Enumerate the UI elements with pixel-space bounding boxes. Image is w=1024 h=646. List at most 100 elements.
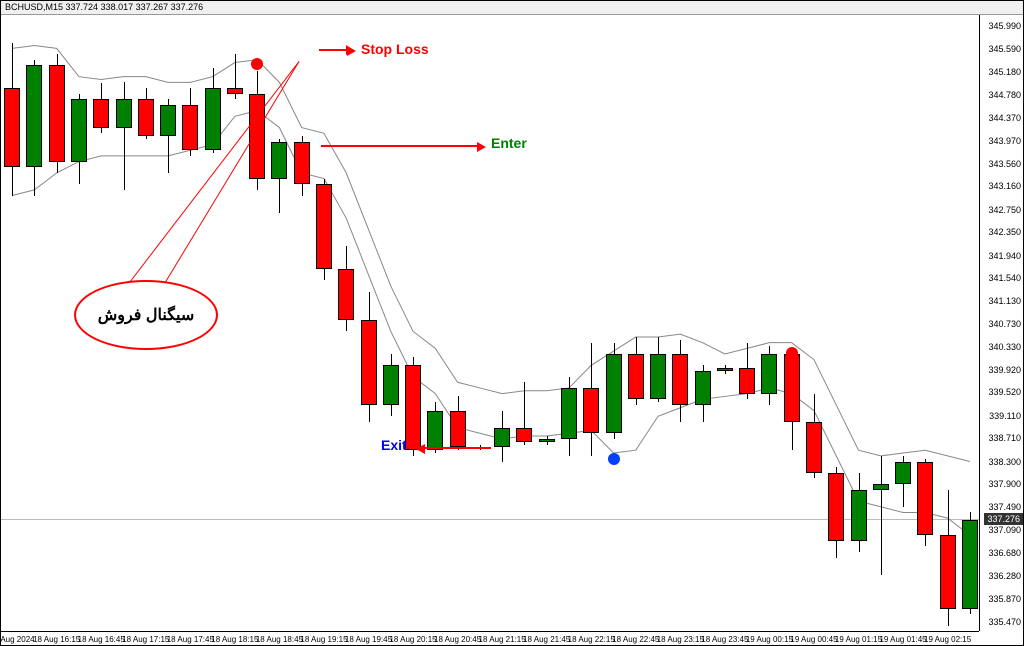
bear-candle	[49, 65, 65, 161]
bull-candle	[650, 354, 666, 399]
x-tick: 19 Aug 01:15	[835, 635, 882, 644]
y-tick: 343.560	[988, 159, 1021, 169]
ohlc-label: 337.724 338.017 337.267 337.276	[66, 2, 204, 12]
bull-candle	[116, 99, 132, 127]
exit-label: Exit	[381, 437, 407, 453]
bear-candle	[138, 99, 154, 136]
y-tick: 342.350	[988, 227, 1021, 237]
x-axis: 18 Aug 202418 Aug 16:1518 Aug 16:4518 Au…	[1, 631, 979, 645]
bull-candle	[561, 388, 577, 439]
bear-candle	[338, 269, 354, 320]
bull-candle	[71, 99, 87, 161]
x-tick: 18 Aug 2024	[0, 635, 35, 644]
chart-window[interactable]: BCHUSD,M15 337.724 338.017 337.267 337.2…	[0, 0, 1024, 646]
x-tick: 18 Aug 19:15	[300, 635, 347, 644]
y-axis: 345.990345.590345.180344.780344.370343.9…	[979, 15, 1023, 631]
bull-candle	[962, 520, 978, 609]
enter-arrow	[321, 145, 481, 147]
x-tick: 18 Aug 20:45	[434, 635, 481, 644]
bear-candle	[4, 88, 20, 167]
y-tick: 335.470	[988, 617, 1021, 627]
x-tick: 18 Aug 21:15	[479, 635, 526, 644]
bear-candle	[583, 388, 599, 433]
bear-candle	[516, 428, 532, 442]
bull-candle	[895, 462, 911, 485]
bear-candle	[361, 320, 377, 405]
bull-candle	[383, 365, 399, 405]
bear-candle	[828, 473, 844, 541]
chart-header: BCHUSD,M15 337.724 338.017 337.267 337.2…	[1, 1, 1023, 15]
x-tick: 19 Aug 01:45	[879, 635, 926, 644]
signal-dot	[786, 347, 798, 359]
x-tick: 18 Aug 16:45	[78, 635, 125, 644]
bear-candle	[917, 462, 933, 536]
y-tick: 338.710	[988, 433, 1021, 443]
exit-arrow	[421, 447, 491, 449]
y-tick: 338.300	[988, 457, 1021, 467]
bull-candle	[26, 65, 42, 167]
y-tick: 341.130	[988, 296, 1021, 306]
price-tag: 337.276	[984, 513, 1023, 525]
bear-candle	[294, 142, 310, 184]
bear-candle	[316, 184, 332, 269]
bull-candle	[205, 88, 221, 150]
y-tick: 339.110	[989, 411, 1021, 421]
signal-dot	[608, 453, 620, 465]
x-tick: 18 Aug 23:45	[701, 635, 748, 644]
y-tick: 337.490	[988, 502, 1021, 512]
bull-candle	[427, 411, 443, 451]
y-tick: 344.370	[988, 113, 1021, 123]
y-tick: 336.280	[988, 571, 1021, 581]
y-tick: 335.870	[988, 594, 1021, 604]
signal-dot	[251, 58, 263, 70]
bear-candle	[806, 422, 822, 473]
y-tick: 343.160	[988, 181, 1021, 191]
bull-candle	[494, 428, 510, 448]
y-tick: 340.730	[988, 319, 1021, 329]
bear-candle	[628, 354, 644, 399]
bear-candle	[227, 88, 243, 94]
bull-candle	[695, 371, 711, 405]
y-tick: 341.540	[988, 273, 1021, 283]
stoploss-label: Stop Loss	[361, 41, 429, 57]
y-tick: 341.940	[988, 251, 1021, 261]
bear-candle	[784, 354, 800, 422]
symbol-label: BCHUSD,M15	[5, 2, 63, 12]
plot-area[interactable]: Stop LossEnterExitسیگنال فروش	[1, 15, 979, 631]
bull-candle	[539, 439, 555, 442]
bull-candle	[606, 354, 622, 433]
bear-candle	[672, 354, 688, 405]
bull-candle	[271, 142, 287, 179]
x-tick: 18 Aug 21:45	[523, 635, 570, 644]
bull-candle	[761, 354, 777, 394]
y-tick: 339.920	[988, 365, 1021, 375]
x-tick: 18 Aug 23:15	[657, 635, 704, 644]
y-tick: 337.900	[988, 479, 1021, 489]
bear-candle	[93, 99, 109, 127]
bull-candle	[160, 105, 176, 136]
x-tick: 18 Aug 16:15	[33, 635, 80, 644]
y-tick: 343.970	[988, 136, 1021, 146]
bear-candle	[182, 105, 198, 150]
y-tick: 345.180	[988, 67, 1021, 77]
y-tick: 336.680	[988, 548, 1021, 558]
y-tick: 345.590	[988, 44, 1021, 54]
stoploss-arrow	[319, 49, 351, 51]
y-tick: 340.330	[988, 342, 1021, 352]
bull-candle	[851, 490, 867, 541]
signal-callout: سیگنال فروش	[74, 280, 218, 350]
x-tick: 18 Aug 17:15	[122, 635, 169, 644]
candle-wick	[881, 456, 882, 575]
y-tick: 337.090	[988, 525, 1021, 535]
y-tick: 345.990	[988, 21, 1021, 31]
x-tick: 19 Aug 00:45	[790, 635, 837, 644]
bear-candle	[940, 535, 956, 609]
bear-candle	[450, 411, 466, 448]
x-tick: 19 Aug 02:15	[924, 635, 971, 644]
x-tick: 18 Aug 19:45	[345, 635, 392, 644]
x-tick: 18 Aug 18:15	[211, 635, 258, 644]
bear-candle	[405, 365, 421, 450]
y-tick: 339.520	[988, 387, 1021, 397]
x-tick: 18 Aug 20:15	[389, 635, 436, 644]
x-tick: 18 Aug 18:45	[256, 635, 303, 644]
